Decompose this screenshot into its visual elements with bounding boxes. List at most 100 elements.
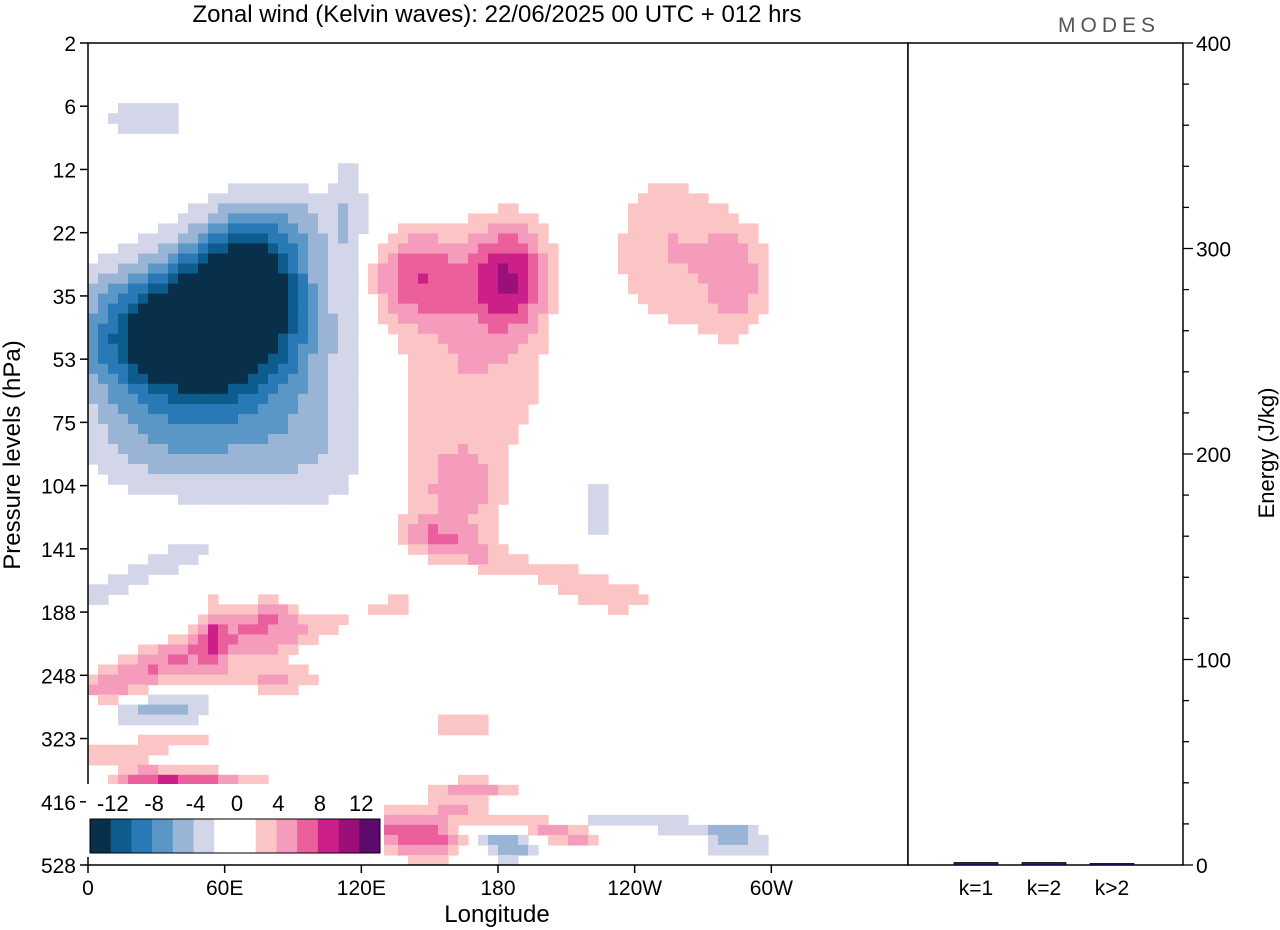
heatmap-cell: [288, 223, 299, 235]
heatmap-cell: [308, 203, 319, 215]
heatmap-cell: [118, 333, 129, 345]
heatmap-cell: [368, 263, 379, 275]
heatmap-cell: [618, 814, 629, 826]
heatmap-cell: [98, 263, 109, 275]
heatmap-cell: [288, 624, 299, 636]
heatmap-cell: [478, 213, 489, 225]
heatmap-cell: [238, 774, 249, 786]
heatmap-cell: [468, 494, 479, 505]
heatmap-cell: [488, 504, 499, 515]
heatmap-cell: [358, 193, 369, 204]
heatmap-cell: [478, 323, 489, 335]
heatmap-cell: [398, 824, 409, 836]
heatmap-cell: [618, 233, 629, 245]
heatmap-cell: [508, 323, 519, 335]
heatmap-cell: [348, 293, 359, 305]
heatmap-cell: [138, 443, 149, 455]
heatmap-cell: [718, 263, 729, 275]
heatmap-cell: [328, 303, 339, 315]
heatmap-cell: [218, 203, 229, 215]
heatmap-cell: [278, 363, 289, 375]
heatmap-cell: [438, 724, 449, 736]
heatmap-cell: [328, 454, 339, 465]
heatmap-cell: [218, 443, 229, 455]
heatmap-cell: [248, 283, 259, 295]
heatmap-cell: [168, 423, 179, 435]
heatmap-cell: [478, 233, 489, 245]
heatmap-cell: [668, 283, 679, 295]
heatmap-cell: [488, 484, 499, 495]
heatmap-cell: [188, 333, 199, 345]
heatmap-cell: [208, 283, 219, 295]
heatmap-cell: [488, 844, 499, 856]
heatmap-cell: [438, 303, 449, 315]
heatmap-cell: [438, 443, 449, 455]
heatmap-cell: [398, 253, 409, 265]
heatmap-cell: [158, 454, 169, 465]
heatmap-cell: [208, 764, 219, 776]
heatmap-cell: [278, 383, 289, 395]
heatmap-cell: [138, 654, 149, 666]
heatmap-cell: [218, 193, 229, 204]
heatmap-cell: [308, 343, 319, 355]
heatmap-cell: [168, 293, 179, 305]
heatmap-cell: [258, 684, 269, 696]
heatmap-cell: [278, 223, 289, 235]
heatmap-cell: [338, 183, 349, 194]
heatmap-cell: [528, 293, 539, 305]
heatmap-cell: [588, 814, 599, 826]
heatmap-cell: [128, 393, 139, 405]
heatmap-cell: [188, 644, 199, 656]
heatmap-cell: [328, 183, 339, 194]
heatmap-cell: [188, 383, 199, 395]
heatmap-cell: [128, 343, 139, 355]
heatmap-cell: [318, 474, 329, 485]
heatmap-cell: [88, 273, 99, 285]
heatmap-cell: [528, 333, 539, 345]
heatmap-cell: [198, 283, 209, 295]
heatmap-cell: [338, 223, 349, 235]
heatmap-cell: [188, 544, 199, 555]
heatmap-cell: [158, 393, 169, 405]
heatmap-cell: [258, 343, 269, 355]
heatmap-cell: [188, 734, 199, 746]
heatmap-cell: [118, 343, 129, 355]
heatmap-cell: [488, 403, 499, 415]
heatmap-cell: [168, 704, 179, 716]
heatmap-cell: [148, 263, 159, 275]
heatmap-cell: [188, 213, 199, 225]
heatmap-cell: [168, 393, 179, 405]
heatmap-cell: [318, 203, 329, 215]
heatmap-cell: [468, 474, 479, 485]
heatmap-cell: [518, 564, 529, 575]
heatmap-cell: [488, 454, 499, 465]
heatmap-cell: [458, 253, 469, 265]
heatmap-cell: [438, 253, 449, 265]
heatmap-cell: [678, 283, 689, 295]
heatmap-cell: [208, 293, 219, 305]
heatmap-cell: [308, 323, 319, 335]
heatmap-cell: [238, 373, 249, 385]
y-tick-label: 141: [41, 539, 76, 562]
heatmap-cell: [288, 233, 299, 245]
heatmap-cell: [258, 484, 269, 495]
heatmap-cell: [198, 474, 209, 485]
heatmap-cell: [288, 413, 299, 425]
heatmap-cell: [198, 774, 209, 786]
heatmap-cell: [338, 323, 349, 335]
heatmap-cell: [538, 273, 549, 285]
heatmap-cell: [408, 303, 419, 315]
heatmap-cell: [168, 564, 179, 575]
heatmap-cell: [208, 443, 219, 455]
heatmap-cell: [588, 574, 599, 585]
heatmap-cell: [338, 403, 349, 415]
heatmap-cell: [438, 223, 449, 235]
heatmap-cell: [128, 333, 139, 345]
heatmap-cell: [428, 303, 439, 315]
heatmap-cell: [268, 654, 279, 666]
heatmap-cell: [548, 283, 559, 295]
heatmap-cell: [98, 594, 109, 605]
heatmap-cell: [508, 353, 519, 365]
heatmap-cell: [228, 363, 239, 375]
